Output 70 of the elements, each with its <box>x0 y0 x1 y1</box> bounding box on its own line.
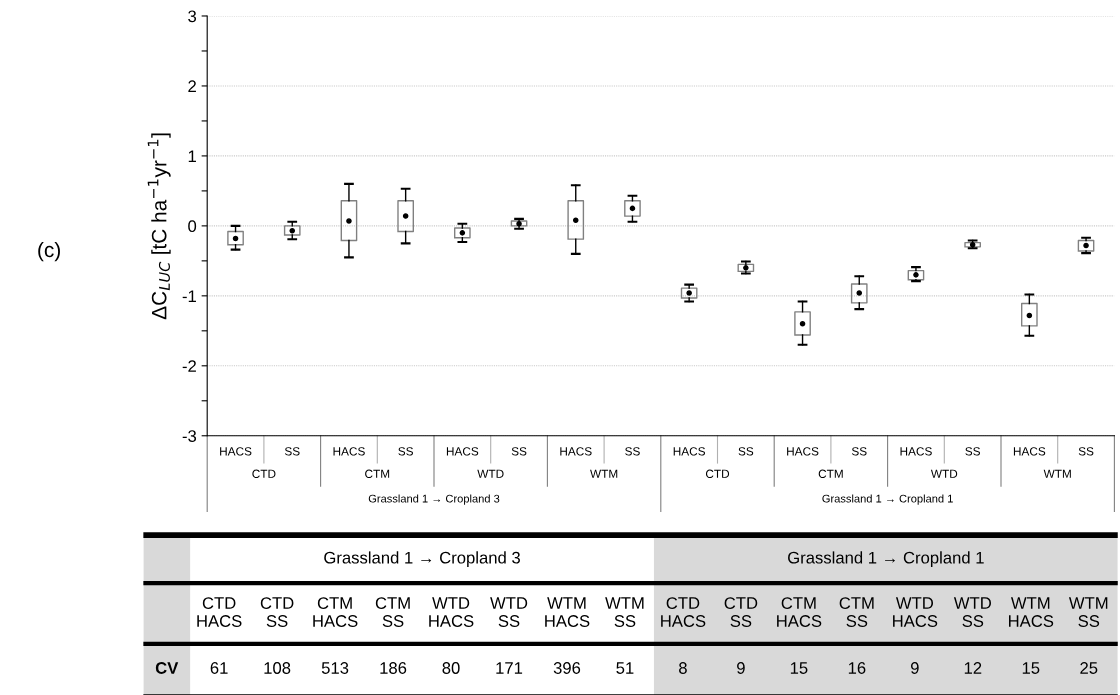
category-label: CTD SS <box>260 597 294 627</box>
x-tick-label: HACS <box>673 447 706 456</box>
data-label: 51 <box>616 662 634 674</box>
x-tick-label: HACS <box>900 447 932 456</box>
data-label: 25 <box>1080 662 1098 674</box>
text: Grassland 1 → Cropland 3 <box>324 551 520 567</box>
text: CTD <box>705 469 730 478</box>
text: WTD <box>930 469 958 478</box>
text: CTM <box>818 469 843 478</box>
category-label: WTM SS <box>605 597 644 627</box>
y-tick-label: 0 <box>188 220 197 233</box>
y-tick-label: 2 <box>188 80 196 92</box>
data-label: 12 <box>964 662 982 674</box>
category-label: CTM HACS <box>777 597 822 627</box>
x-tick-label: HACS <box>333 447 365 456</box>
text: WTM <box>1043 469 1071 478</box>
x-tick-label: SS <box>398 447 413 456</box>
x-tick-label: HACS <box>560 447 592 456</box>
data-label: 396 <box>553 662 581 674</box>
data-label: 171 <box>496 662 523 674</box>
x-tick-label: HACS <box>1013 447 1046 456</box>
x-tick-label: HACS <box>446 447 479 456</box>
y-tick-label: -1 <box>182 290 196 302</box>
text: Grassland 1 → Cropland 3 <box>368 494 500 505</box>
category-label: CTD SS <box>724 597 758 627</box>
category-label: WTM SS <box>1068 597 1108 627</box>
y-axis-title: ΔC$_{LUC}$ [tC ha$^{−1}$yr$^{−1}$] <box>147 133 171 320</box>
x-tick-label: HACS <box>220 447 252 456</box>
data-label: 16 <box>848 662 866 674</box>
data-label: 9 <box>737 662 745 674</box>
text: WTM <box>590 469 618 478</box>
data-label: 513 <box>321 662 349 674</box>
x-tick-label: SS <box>851 447 867 456</box>
x-tick-label: SS <box>625 447 640 456</box>
category-label: CTM SS <box>375 597 410 627</box>
data-label: 186 <box>380 662 407 674</box>
y-tick-label: 3 <box>188 10 197 23</box>
data-label: 61 <box>210 662 228 674</box>
data-label: 80 <box>442 662 460 674</box>
category-label: CTD HACS <box>661 597 706 627</box>
x-tick-label: SS <box>1078 447 1094 456</box>
category-label: WTM HACS <box>1009 597 1054 627</box>
category-label: WTM HACS <box>545 597 590 627</box>
data-label: 9 <box>910 662 919 674</box>
category-label: WTD HACS <box>429 597 474 627</box>
category-label: WTD SS <box>490 597 528 627</box>
x-tick-label: SS <box>511 447 527 456</box>
text: Grassland 1 → Cropland 1 <box>788 551 984 567</box>
x-tick-label: SS <box>738 447 754 456</box>
data-label: 15 <box>790 662 808 674</box>
text: (c) <box>38 241 60 262</box>
text: CTD <box>252 469 276 478</box>
x-tick-label: SS <box>284 447 300 456</box>
x-tick-label: HACS <box>787 447 819 456</box>
y-tick-label: -2 <box>182 360 196 372</box>
y-tick-label: 1 <box>188 150 196 162</box>
data-label: 8 <box>679 662 687 674</box>
category-label: WTD SS <box>953 597 991 627</box>
text: CTM <box>365 469 390 478</box>
y-tick-label: -3 <box>182 430 197 442</box>
category-label: CTM SS <box>839 597 874 627</box>
data-label: 15 <box>1022 662 1040 674</box>
x-tick-label: SS <box>965 447 980 456</box>
category-label: WTD HACS <box>893 597 938 627</box>
text: CV <box>155 662 179 674</box>
data-label: 108 <box>264 662 291 674</box>
text: WTD <box>477 469 504 478</box>
category-label: CTM HACS <box>313 597 358 627</box>
category-label: CTD HACS <box>197 597 242 627</box>
text: Grassland 1 → Cropland 1 <box>822 494 953 505</box>
